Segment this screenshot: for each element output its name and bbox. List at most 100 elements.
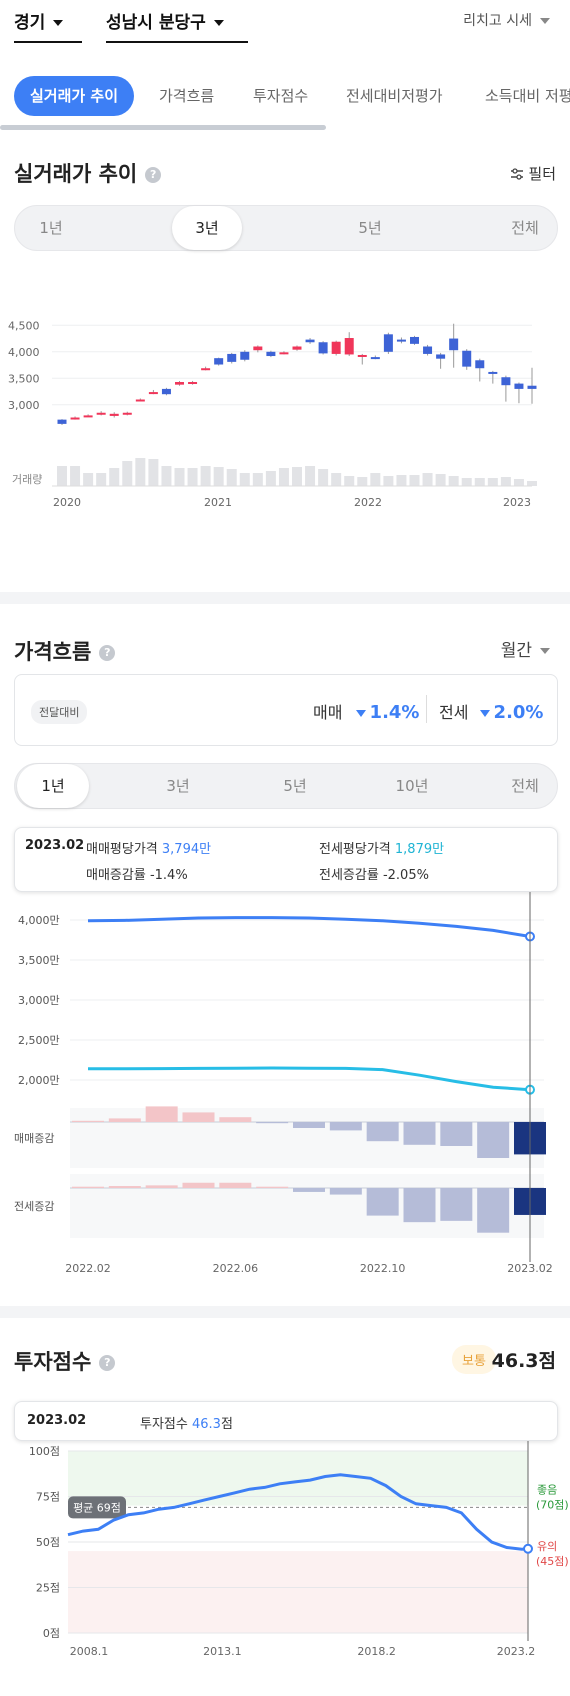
down-arrow-icon [479,710,490,717]
volume-label: 거래량 [12,473,42,486]
x-tick-label: 2018.2 [357,1645,396,1658]
period-3y[interactable]: 3년 [166,777,190,795]
tab-scrollbar[interactable] [0,125,326,130]
help-icon[interactable]: ? [145,167,162,183]
candle-body [253,346,263,351]
rent-rate-bar [108,1186,141,1188]
volume-bar [474,478,485,486]
filter-button[interactable]: 필터 [510,163,556,184]
volume-bar [135,458,146,486]
volume-bar [148,459,159,486]
invest-title: 투자점수 [14,1350,92,1374]
volume-bar [252,473,263,486]
volume-bar [383,476,394,486]
sale-rate-bar [440,1122,473,1146]
sale-rate-row: 매매증감률 -1.4% [86,864,188,883]
y-tick-label: 2,000만 [18,1074,60,1087]
volume-bar [396,475,407,486]
help-icon[interactable]: ? [99,645,116,661]
sale-rate-bar [182,1112,215,1122]
candle-body [96,412,106,415]
average-badge [68,1496,126,1519]
rent-rate-bar [293,1188,325,1192]
source-select[interactable]: 리치고 시세 [463,10,550,30]
candle-body [188,382,198,385]
tab-price-flow[interactable]: 가격흐름 [159,87,215,105]
tab-jeonse-undervalue[interactable]: 전세대비저평가 [346,87,443,105]
x-tick-label: 2023 [503,496,531,509]
volume-bar [226,469,237,486]
candle-body [175,382,184,385]
candle-body [214,358,224,365]
price-line [88,1066,531,1092]
period-1y[interactable]: 1년 [39,219,63,237]
candle-body [449,338,459,351]
x-tick-label: 2021 [204,496,232,509]
candle-body [318,342,328,354]
candle-body [501,377,511,386]
candle-body [148,392,158,395]
candle-body [527,385,537,389]
trade-period-selector: 1년 3년 5년 전체 [14,205,558,251]
sale-rate-bar [145,1106,178,1122]
period-all[interactable]: 전체 [511,777,539,795]
period-3y[interactable]: 3년 [172,206,242,250]
rent-rate-bar [329,1188,362,1195]
source-label: 리치고 시세 [463,13,532,29]
invest-section-title: 투자점수? [14,1346,116,1376]
period-5y[interactable]: 5년 [283,777,307,795]
caution-zone [68,1551,528,1633]
invest-score-chart[interactable]: 100점 75점 50점 25점 0점 평균 69점 좋음 (70점) 유의 (45점) 2008.… [0,1441,570,1696]
x-tick-label: 2023.02 [507,1262,553,1275]
help-icon[interactable]: ? [99,1355,116,1371]
rent-avg-row: 전세평당가격 1,879만 [319,838,444,857]
rent-avg-label: 전세평당가격 [319,842,391,857]
candle-body [266,351,276,357]
volume-bar [292,467,302,486]
sale-avg-label: 매매평당가격 [86,842,158,857]
candle-body [423,346,433,354]
sale-rate-bar [219,1117,252,1122]
candle-body [201,368,211,371]
volume-bar [461,478,472,486]
y-tick-label: 100점 [29,1445,60,1458]
sale-rate-bar [366,1122,399,1142]
rent-rate-bar [72,1186,104,1188]
candle-body [70,417,80,420]
candle-body [383,334,393,352]
rent-change: 전세 2.0% [439,699,543,723]
period-all[interactable]: 전체 [511,219,539,237]
invest-tooltip-value: 46.3 [191,1417,221,1432]
good-zone [68,1451,528,1506]
score-line [67,1473,529,1551]
candle-body [396,339,406,342]
volume-bar [500,477,511,486]
candle-body [305,339,315,343]
candle-body [57,419,67,424]
tab-income-undervalue[interactable]: 소득대비 저평가 [485,87,570,105]
volume-bar [265,471,276,486]
chevron-down-icon [213,20,224,26]
tab-invest-score[interactable]: 투자점수 [253,87,309,105]
tab-trade-price[interactable]: 실거래가 추이 [14,76,135,116]
invest-score: 46.3점 [491,1350,556,1372]
y-tick-label: 3,000만 [18,994,60,1007]
district-select[interactable]: 성남시 분당구 [106,8,248,43]
candle-body [331,341,341,354]
candle-body [161,388,171,395]
period-1y[interactable]: 1년 [17,764,89,808]
rent-rate-bar [440,1188,473,1221]
period-10y[interactable]: 10년 [395,777,429,795]
filter-label: 필터 [528,165,556,183]
sale-change-value: 1.4% [369,702,420,723]
region-select[interactable]: 경기 [14,8,82,43]
caution-label: 유의 [537,1540,557,1553]
filter-icon [511,168,524,180]
caution-value: (45점) [536,1555,569,1568]
trade-title: 실거래가 추이 [14,162,138,186]
candle-body [370,357,380,360]
period-5y[interactable]: 5년 [358,219,382,237]
trade-candlestick-chart[interactable]: 4,500 4,000 3,500 3,000 거래량 2020 2021 2022 2023 [0,300,570,520]
interval-select[interactable]: 월간 [501,636,550,661]
